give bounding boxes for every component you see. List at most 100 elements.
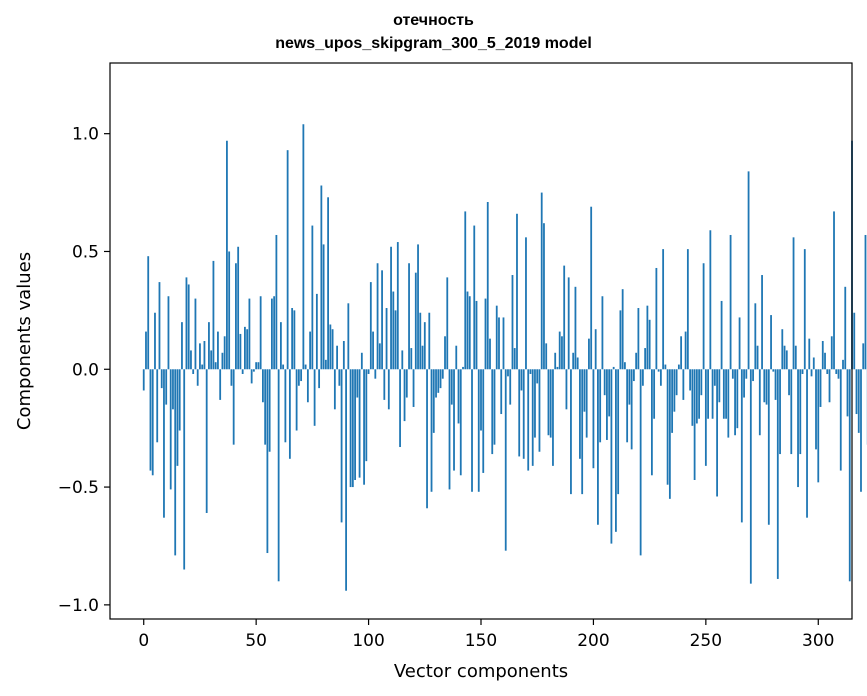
bar [862, 343, 865, 370]
bar [194, 298, 197, 370]
bar [662, 249, 665, 370]
bar [725, 369, 727, 419]
bar [592, 369, 595, 469]
bar [493, 369, 496, 445]
bar [405, 369, 408, 398]
bar [531, 369, 534, 466]
bar [677, 364, 680, 370]
bar [286, 150, 289, 370]
bar [324, 359, 327, 370]
bar [154, 312, 156, 370]
bar [727, 369, 730, 438]
bar [700, 369, 703, 396]
bar [477, 369, 480, 492]
bar [842, 359, 844, 370]
bar [549, 369, 552, 438]
bar [502, 317, 505, 370]
x-axis-label: Vector components [394, 661, 568, 682]
bar [794, 345, 797, 370]
bar [414, 272, 417, 370]
bar [331, 329, 334, 370]
bar [147, 256, 150, 370]
bar [790, 369, 793, 455]
bar [259, 296, 262, 370]
bar [329, 324, 332, 370]
bar [619, 310, 622, 370]
bar [731, 369, 734, 379]
bar [417, 244, 419, 370]
bar [624, 362, 626, 370]
bar [835, 369, 838, 374]
bar [160, 369, 163, 389]
bar [273, 296, 276, 370]
bar [722, 369, 725, 419]
bar [365, 369, 368, 462]
bar [459, 369, 462, 476]
bar [387, 369, 390, 410]
bar [709, 230, 712, 370]
bar [797, 369, 799, 488]
bar [554, 352, 557, 370]
bar [538, 369, 541, 452]
y-tick-label: 1.0 [72, 125, 99, 145]
bar [214, 362, 217, 370]
bar [291, 308, 294, 370]
bar [412, 369, 415, 407]
bar [358, 369, 361, 478]
bar [432, 369, 435, 433]
bar [441, 369, 444, 379]
bar [747, 171, 750, 370]
bar [534, 369, 536, 438]
bar [315, 293, 318, 370]
bar [590, 206, 593, 370]
bar [599, 369, 602, 443]
bar [846, 369, 849, 417]
bar [761, 275, 763, 370]
bar [338, 369, 341, 386]
bar [830, 336, 833, 370]
bar [765, 369, 768, 405]
bar [626, 369, 629, 443]
bar [482, 369, 485, 473]
bar [306, 369, 309, 403]
bar [313, 369, 316, 426]
bar [403, 369, 406, 422]
bar [473, 225, 476, 370]
bar [212, 260, 215, 370]
x-tick-label: 150 [465, 631, 497, 651]
bar [300, 369, 303, 382]
bar [455, 345, 458, 370]
bar [297, 369, 300, 386]
bar [210, 350, 213, 370]
bar [833, 211, 835, 370]
bar [421, 345, 424, 370]
bar [615, 369, 617, 532]
bar [525, 237, 527, 370]
bar [720, 300, 723, 370]
bar [257, 362, 260, 370]
bar [176, 369, 179, 466]
bar [288, 369, 291, 459]
bar [475, 300, 478, 370]
bar [743, 369, 745, 398]
bar [653, 369, 656, 419]
bar [574, 286, 577, 370]
bar [666, 369, 669, 485]
bar [610, 369, 613, 544]
bar [558, 331, 561, 370]
bar [360, 352, 363, 370]
bar [495, 305, 498, 370]
bar [401, 350, 404, 370]
bar [617, 369, 620, 495]
bar [183, 369, 186, 570]
bar [295, 369, 298, 431]
bar [367, 369, 370, 374]
bar [655, 267, 658, 370]
x-tick-label: 200 [577, 631, 609, 651]
y-axis: −1.0 −0.5 0.0 0.5 1.0 [58, 125, 110, 616]
bar [390, 246, 392, 370]
bar [369, 282, 372, 370]
bar [763, 369, 766, 403]
bar [509, 369, 512, 405]
bar [156, 369, 159, 443]
